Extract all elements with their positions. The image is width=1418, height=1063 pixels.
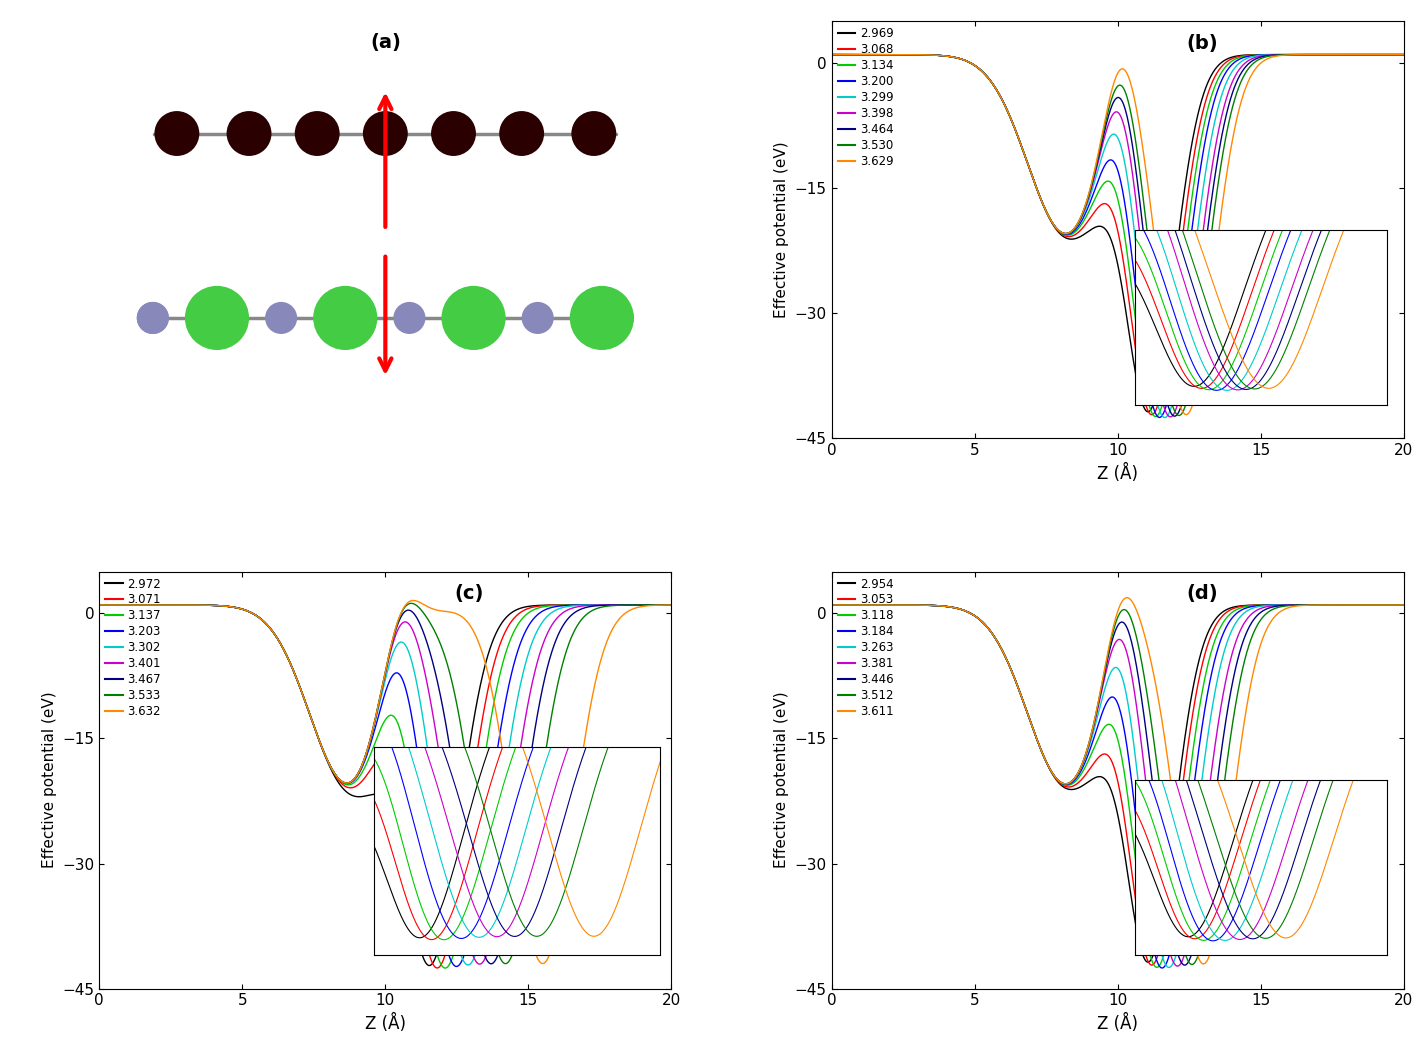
Circle shape [136, 302, 169, 334]
Circle shape [393, 302, 425, 334]
X-axis label: Z (Å): Z (Å) [1098, 1014, 1139, 1033]
Circle shape [601, 302, 634, 334]
Text: (c): (c) [454, 585, 484, 603]
Circle shape [295, 111, 340, 156]
Circle shape [522, 302, 554, 334]
Circle shape [570, 286, 634, 350]
Circle shape [363, 111, 408, 156]
Text: (b): (b) [1187, 34, 1218, 53]
X-axis label: Z (Å): Z (Å) [364, 1014, 406, 1033]
Circle shape [184, 286, 250, 350]
Circle shape [313, 286, 377, 350]
Circle shape [571, 111, 617, 156]
Text: (d): (d) [1187, 585, 1218, 603]
Y-axis label: Effective potential (eV): Effective potential (eV) [774, 692, 788, 868]
Y-axis label: Effective potential (eV): Effective potential (eV) [41, 692, 57, 868]
Circle shape [227, 111, 271, 156]
Circle shape [136, 302, 169, 334]
Legend: 2.954, 3.053, 3.118, 3.184, 3.263, 3.381, 3.446, 3.512, 3.611: 2.954, 3.053, 3.118, 3.184, 3.263, 3.381… [835, 575, 896, 721]
Legend: 2.969, 3.068, 3.134, 3.200, 3.299, 3.398, 3.464, 3.530, 3.629: 2.969, 3.068, 3.134, 3.200, 3.299, 3.398… [835, 24, 896, 170]
Circle shape [265, 302, 298, 334]
Y-axis label: Effective potential (eV): Effective potential (eV) [774, 141, 788, 318]
Text: (a): (a) [370, 33, 401, 52]
Circle shape [499, 111, 545, 156]
X-axis label: Z (Å): Z (Å) [1098, 463, 1139, 483]
Circle shape [155, 111, 200, 156]
Legend: 2.972, 3.071, 3.137, 3.203, 3.302, 3.401, 3.467, 3.533, 3.632: 2.972, 3.071, 3.137, 3.203, 3.302, 3.401… [102, 575, 163, 721]
Circle shape [441, 286, 506, 350]
Circle shape [431, 111, 476, 156]
